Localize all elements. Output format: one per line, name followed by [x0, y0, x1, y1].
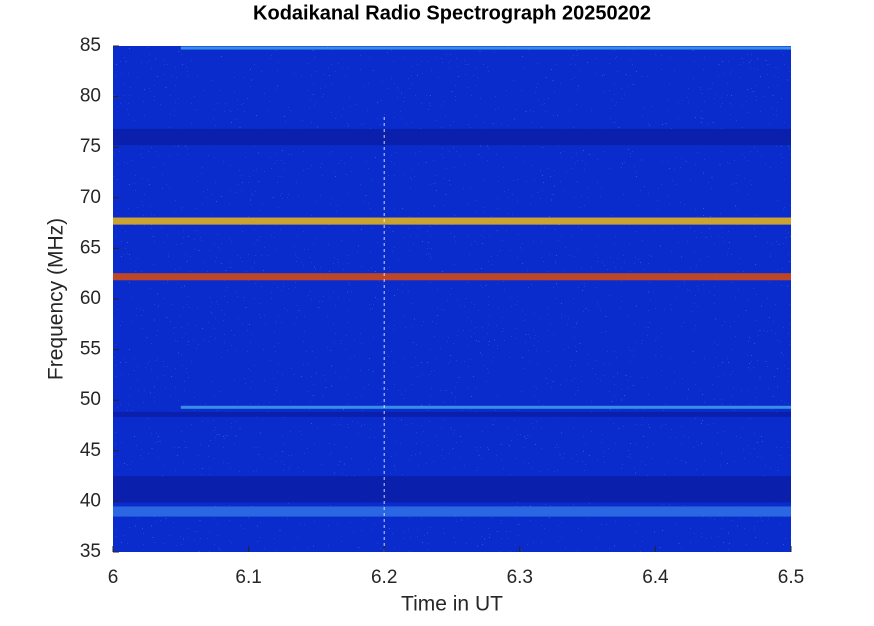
emission-band [113, 273, 791, 281]
x-tick-label: 6 [108, 567, 119, 588]
x-axis-label: Time in UT [401, 593, 503, 616]
y-tick-label: 35 [80, 541, 101, 562]
plot-area [113, 46, 791, 552]
chart-title: Kodaikanal Radio Spectrograph 20250202 [253, 2, 651, 24]
y-tick-label: 80 [80, 86, 101, 107]
emission-band [113, 217, 791, 225]
y-tick-label: 70 [80, 187, 101, 208]
y-tick-label: 75 [80, 136, 101, 157]
y-tick-label: 60 [80, 288, 101, 309]
y-axis-label: Frequency (MHz) [45, 218, 68, 380]
emission-band [180, 405, 791, 409]
x-tick-label: 6.1 [235, 567, 261, 588]
y-tick-label: 85 [80, 35, 101, 56]
x-tick-label: 6.4 [642, 567, 669, 588]
x-tick-label: 6.5 [778, 567, 804, 588]
y-tick-label: 40 [80, 490, 101, 511]
y-tick-label: 55 [80, 339, 101, 360]
emission-band [113, 476, 791, 503]
emission-band [113, 411, 791, 417]
emission-band [113, 506, 791, 517]
emission-band [113, 128, 791, 146]
emission-band [180, 46, 791, 50]
x-tick-label: 6.3 [507, 567, 533, 588]
x-tick-label: 6.2 [371, 567, 397, 588]
y-tick-label: 45 [80, 440, 101, 461]
y-tick-label: 50 [80, 389, 101, 410]
y-tick-label: 65 [80, 237, 101, 258]
